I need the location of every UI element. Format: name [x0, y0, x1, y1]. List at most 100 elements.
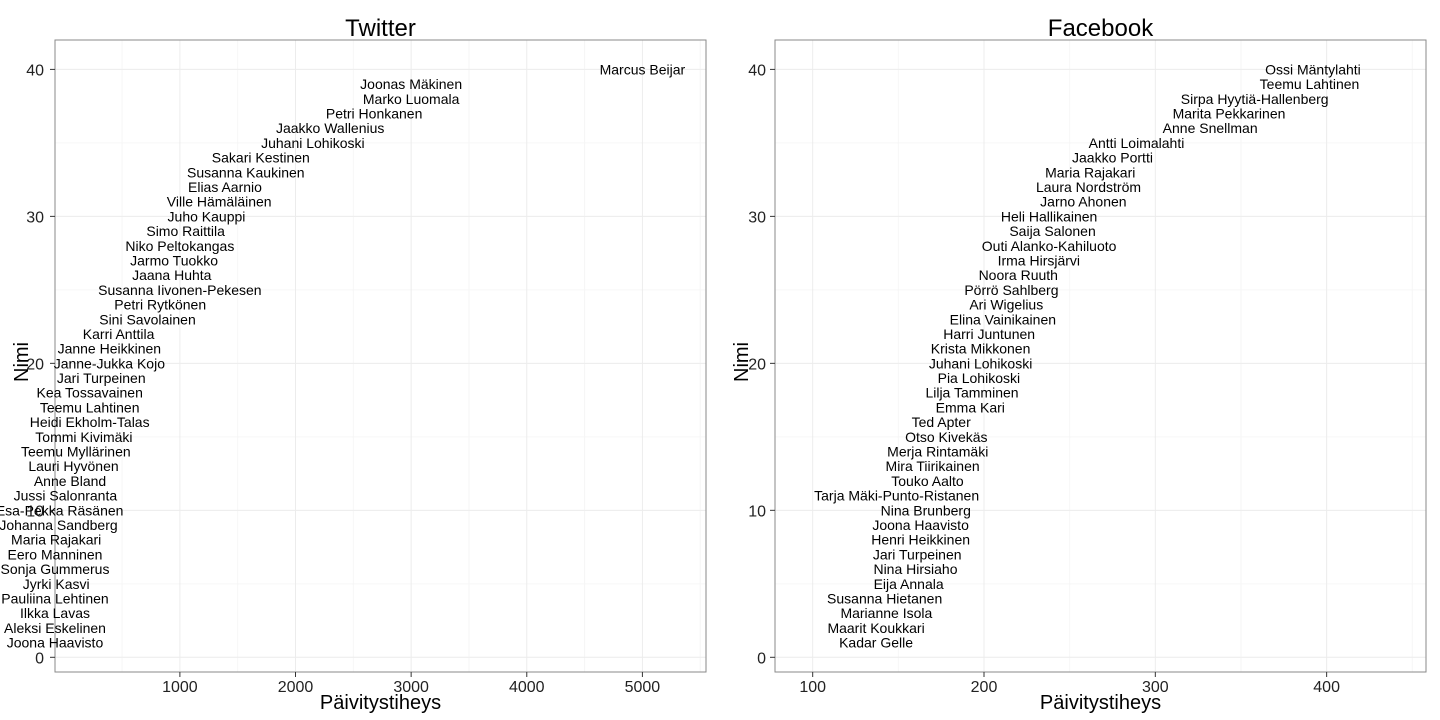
y-tick-label: 0 [35, 650, 44, 667]
point-label: Anne Snellman [1163, 120, 1258, 136]
x-tick-label: 2000 [278, 679, 314, 696]
point-label: Maria Rajakari [1045, 164, 1135, 180]
y-tick-label: 10 [26, 503, 44, 520]
point-label: Aleksi Eskelinen [4, 620, 106, 636]
point-label: Jyrki Kasvi [23, 576, 90, 592]
panel-border [54, 39, 707, 673]
point-label: Jari Turpeinen [57, 370, 146, 386]
y-tick-label: 0 [757, 650, 766, 667]
point-label: Ari Wigelius [969, 297, 1043, 313]
y-tick-label: 20 [26, 356, 44, 373]
point-label: Ossi Mäntylahti [1265, 61, 1361, 77]
point-label: Tommi Kivimäki [35, 429, 132, 445]
y-tick-label: 10 [748, 503, 766, 520]
point-label: Elias Aarnio [188, 179, 262, 195]
point-label: Johanna Sandberg [0, 517, 118, 533]
point-label: Kadar Gelle [839, 635, 913, 651]
point-label: Jaana Huhta [132, 267, 212, 283]
point-label: Petri Rytkönen [114, 297, 206, 313]
point-label: Kea Tossavainen [37, 385, 143, 401]
point-label: Petri Honkanen [326, 105, 423, 121]
x-tick-label: 4000 [509, 679, 545, 696]
point-label: Susanna Hietanen [827, 591, 942, 607]
point-label: Sakari Kestinen [212, 150, 310, 166]
point-label: Eero Manninen [8, 546, 103, 562]
y-tick-label: 30 [748, 209, 766, 226]
point-label: Lauri Hyvönen [28, 458, 118, 474]
point-label: Ilkka Lavas [20, 605, 90, 621]
point-label: Susanna Iivonen-Pekesen [98, 282, 261, 298]
y-axis-title: Nimi [11, 342, 33, 382]
point-label: Otso Kivekäs [905, 429, 987, 445]
point-label: Marko Luomala [363, 91, 460, 107]
point-label: Juhani Lohikoski [261, 135, 365, 151]
y-tick-label: 40 [748, 62, 766, 79]
x-tick-label: 100 [799, 679, 826, 696]
x-tick-label: 3000 [393, 679, 429, 696]
point-label: Juho Kauppi [168, 208, 246, 224]
chart-title: Facebook [1048, 15, 1154, 42]
point-label: Ted Apter [912, 414, 971, 430]
point-label: Marcus Beijar [600, 61, 686, 77]
point-label: Pia Lohikoski [938, 370, 1021, 386]
point-label: Lilja Tamminen [925, 385, 1018, 401]
point-label: Sonja Gummerus [1, 561, 110, 577]
point-label: Outi Alanko-Kahiluoto [982, 238, 1117, 254]
point-label: Jarno Ahonen [1040, 194, 1126, 210]
point-label: Janne-Jukka Kojo [54, 355, 166, 371]
point-label: Krista Mikkonen [931, 341, 1031, 357]
panel-border [774, 39, 1427, 673]
point-label: Elina Vainikainen [950, 311, 1056, 327]
x-tick-label: 300 [1142, 679, 1169, 696]
point-label: Jari Turpeinen [873, 546, 962, 562]
point-label: Sini Savolainen [99, 311, 196, 327]
x-tick-label: 400 [1313, 679, 1340, 696]
point-label: Joonas Mäkinen [360, 76, 462, 92]
y-axis-title: Nimi [731, 342, 753, 382]
x-tick-label: 1000 [162, 679, 198, 696]
point-label: Teemu Lahtinen [1260, 76, 1360, 92]
point-label: Esa-Pekka Räsänen [0, 502, 123, 518]
point-label: Teemu Lahtinen [40, 399, 140, 415]
x-axis-title: Päivitystiheys [320, 692, 441, 714]
y-tick-label: 40 [26, 62, 44, 79]
point-label: Jaakko Portti [1072, 150, 1153, 166]
point-label: Tarja Mäki-Punto-Ristanen [814, 488, 979, 504]
y-tick-label: 20 [748, 356, 766, 373]
point-label: Henri Heikkinen [871, 532, 970, 548]
point-label: Antti Loimalahti [1089, 135, 1185, 151]
point-label: Mira Tiirikainen [886, 458, 980, 474]
point-label: Nina Hirsiaho [873, 561, 957, 577]
panel-facebook: 100 200 300 400 0 10 20 30 40 Ossi MäntylahtiTeem… [731, 15, 1427, 714]
point-label: Teemu Myllärinen [21, 444, 131, 460]
point-label: Touko Aalto [891, 473, 964, 489]
chart-title: Twitter [345, 15, 416, 42]
point-label: Jussi Salonranta [14, 488, 118, 504]
point-label: Niko Peltokangas [125, 238, 234, 254]
point-label: Harri Juntunen [943, 326, 1035, 342]
point-label: Joona Haavisto [872, 517, 969, 533]
panel-twitter: 1000 2000 3000 4000 5000 0 10 20 30 40 Marcus Beij… [0, 15, 707, 714]
point-label: Susanna Kaukinen [187, 164, 305, 180]
point-label: Irma Hirsjärvi [998, 252, 1080, 268]
point-label: Simo Raittila [146, 223, 225, 239]
point-label: Noora Ruuth [979, 267, 1058, 283]
point-label: Saija Salonen [1009, 223, 1095, 239]
point-label: Karri Anttila [83, 326, 155, 342]
point-label: Ville Hämäläinen [167, 194, 272, 210]
point-label: Joona Haavisto [7, 635, 104, 651]
point-label: Janne Heikkinen [58, 341, 162, 357]
point-label: Eija Annala [874, 576, 944, 592]
point-label: Jarmo Tuokko [130, 252, 218, 268]
point-label: Juhani Lohikoski [929, 355, 1033, 371]
point-label: Pauliina Lehtinen [1, 591, 108, 607]
point-label: Sirpa Hyytiä-Hallenberg [1181, 91, 1329, 107]
x-tick-label: 5000 [625, 679, 661, 696]
point-label: Nina Brunberg [881, 502, 971, 518]
point-label: Marita Pekkarinen [1173, 105, 1286, 121]
point-label: Marianne Isola [840, 605, 932, 621]
point-label: Maarit Koukkari [827, 620, 924, 636]
point-label: Maria Rajakari [11, 532, 101, 548]
point-label: Laura Nordström [1036, 179, 1141, 195]
